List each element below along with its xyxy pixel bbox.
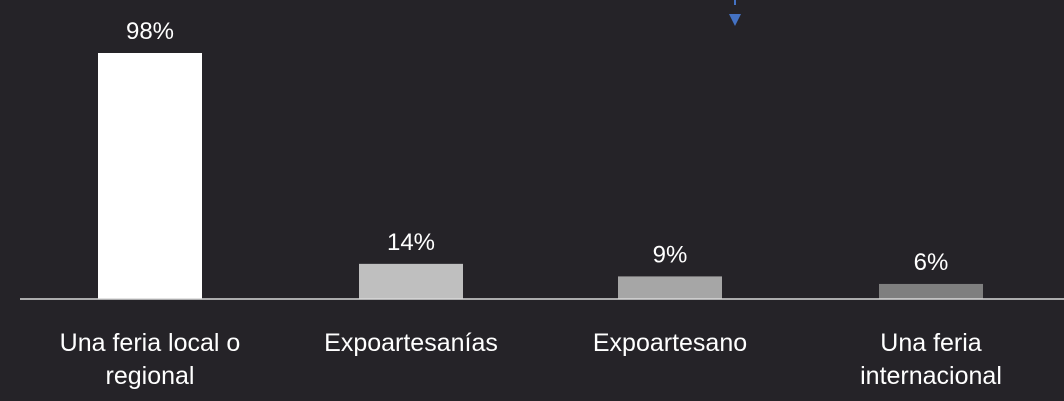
category-label-line: regional (106, 362, 195, 390)
category-label: Expoartesanías (324, 329, 498, 357)
category-label: Expoartesano (593, 329, 747, 357)
bars-layer (98, 53, 983, 299)
bar (98, 53, 202, 299)
bar-value-label: 6% (914, 249, 949, 276)
category-label-line: Expoartesanías (324, 329, 498, 357)
category-labels-layer: Una feria local o regional Expoartesanías E… (60, 329, 1002, 390)
category-label: Una feria local o regional (60, 329, 241, 390)
bar-value-label: 9% (653, 241, 688, 268)
bar-value-label: 98% (126, 18, 174, 45)
bar (359, 263, 463, 299)
marker-layer (729, 0, 741, 26)
category-label-line: internacional (860, 362, 1002, 390)
bar (879, 283, 983, 299)
down-arrow-icon (729, 14, 741, 26)
category-label: Una feria internacional (860, 329, 1002, 390)
bar-value-label: 14% (387, 229, 435, 256)
category-label-line: Expoartesano (593, 329, 747, 357)
category-label-line: Una feria local o (60, 329, 241, 357)
category-label-line: Una feria (880, 329, 982, 357)
bar (618, 276, 722, 299)
value-labels-layer: 98% 14% 9% 6% (126, 18, 948, 276)
